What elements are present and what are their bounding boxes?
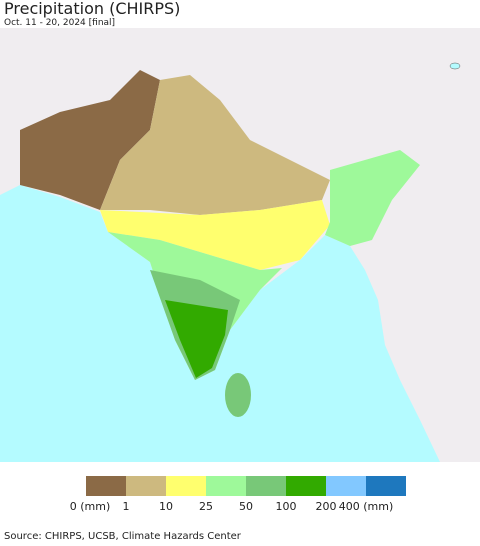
ocean	[0, 185, 440, 462]
legend-swatch	[326, 476, 366, 496]
legend-label: 100	[276, 500, 297, 513]
source: Source: CHIRPS, UCSB, Climate Hazards Ce…	[4, 531, 242, 542]
region-northeast	[325, 150, 420, 246]
legend-swatch	[286, 476, 326, 496]
legend: 0 (mm) 1 10 25 50 100 200 400 (mm)	[70, 476, 406, 513]
legend-label: 400 (mm)	[339, 500, 394, 513]
island	[225, 373, 251, 417]
legend-swatch	[166, 476, 206, 496]
region-dry	[20, 70, 160, 210]
legend-label: 1	[123, 500, 130, 513]
map	[0, 28, 480, 462]
legend-swatch	[86, 476, 126, 496]
region-light	[100, 75, 330, 215]
title: Precipitation (CHIRPS)	[4, 0, 180, 18]
legend-swatch	[246, 476, 286, 496]
legend-swatch	[126, 476, 166, 496]
region-moderate	[100, 200, 330, 270]
subtitle: Oct. 11 - 20, 2024 [final]	[4, 18, 115, 28]
legend-label: 50	[239, 500, 253, 513]
legend-swatch	[366, 476, 406, 496]
legend-label: 10	[159, 500, 173, 513]
lake	[449, 62, 461, 70]
legend-label: 200	[316, 500, 337, 513]
legend-label: 0 (mm)	[70, 500, 111, 513]
region-wettest	[165, 300, 228, 378]
legend-swatch	[206, 476, 246, 496]
legend-label: 25	[199, 500, 213, 513]
